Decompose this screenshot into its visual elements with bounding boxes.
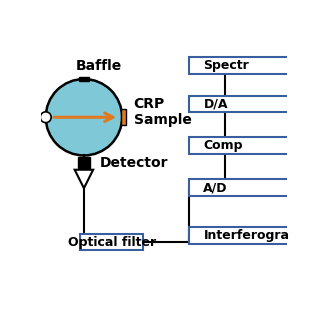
Circle shape [40,112,51,123]
Bar [121,109,126,125]
Bar [80,234,143,250]
Text: Baffle: Baffle [76,59,122,73]
Text: D/A: D/A [204,98,228,110]
Bar [189,228,292,244]
Text: CRP
Sample: CRP Sample [134,97,192,127]
Polygon shape [75,170,93,188]
Text: Detector: Detector [100,156,168,170]
Text: Comp: Comp [204,139,243,152]
Bar [189,57,292,74]
Text: A/D: A/D [204,181,228,194]
Circle shape [46,79,122,156]
Bar [189,179,292,196]
Bar [78,157,90,169]
Text: Spectr: Spectr [204,59,249,72]
Text: Optical filter: Optical filter [68,236,156,249]
Text: Interferogra: Interferogra [204,229,289,242]
Bar [189,96,292,112]
Bar [79,77,89,81]
Bar [189,138,292,154]
